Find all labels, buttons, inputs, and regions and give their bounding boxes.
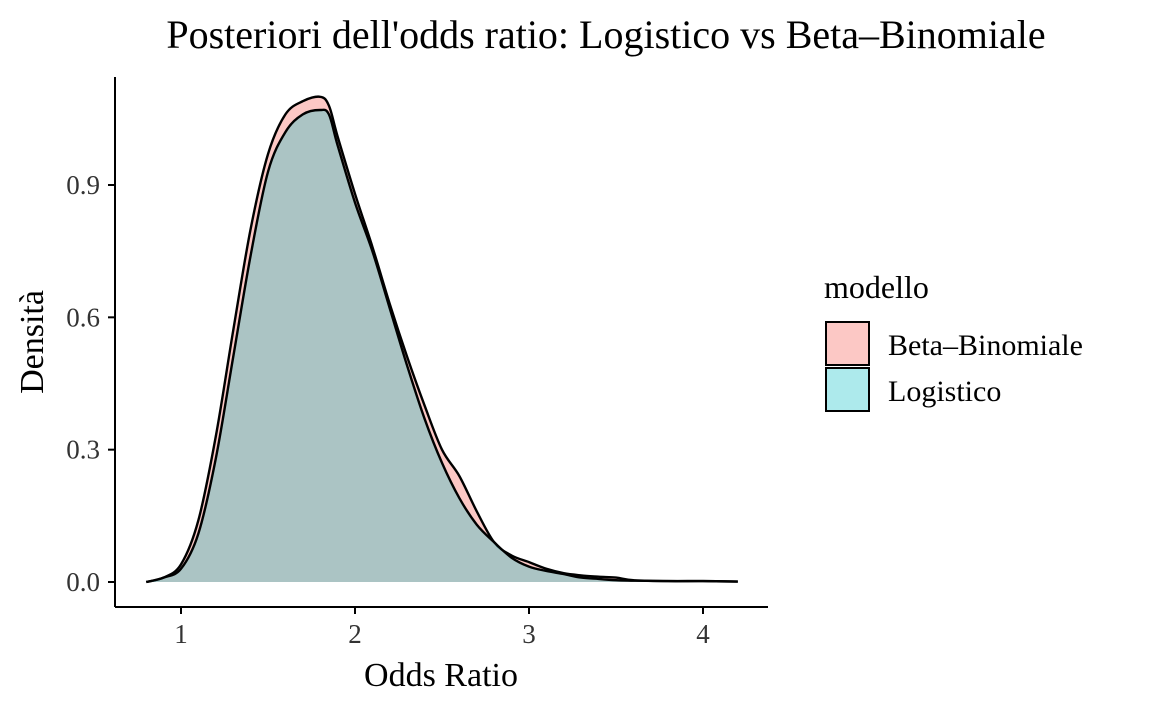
- y-tick-label: 0.9: [66, 170, 100, 200]
- density-area-beta-binomiale: [146, 96, 738, 582]
- legend: modello Beta–Binomiale Logistico: [824, 269, 1083, 412]
- density-line-beta-binomiale: [145, 95, 738, 584]
- density-area-logistico: [146, 109, 738, 583]
- plot-area: 1 2 3 4 0.0 0.3 0.6 0.9: [66, 77, 768, 649]
- legend-label-logistico: Logistico: [888, 375, 1001, 408]
- density-line-logistico: [145, 108, 738, 584]
- y-axis-title: Densità: [14, 290, 51, 394]
- y-tick-label: 0.6: [66, 302, 100, 332]
- x-ticks: 1 2 3 4: [174, 607, 710, 649]
- legend-title: modello: [824, 269, 929, 305]
- legend-key-beta-binomiale: [825, 321, 870, 366]
- legend-label-beta-binomiale: Beta–Binomiale: [888, 329, 1083, 362]
- x-tick-label: 1: [174, 619, 188, 649]
- x-axis-title: Odds Ratio: [364, 657, 518, 694]
- x-tick-label: 2: [348, 619, 362, 649]
- density-series-layer: [145, 95, 738, 584]
- y-tick-label: 0.0: [66, 567, 100, 597]
- y-ticks: 0.0 0.3 0.6 0.9: [66, 170, 115, 597]
- chart-title: Posteriori dell'odds ratio: Logistico vs…: [166, 12, 1045, 57]
- y-tick-label: 0.3: [66, 435, 100, 465]
- legend-key-logistico: [825, 367, 870, 412]
- x-tick-label: 3: [522, 619, 536, 649]
- x-tick-label: 4: [696, 619, 710, 649]
